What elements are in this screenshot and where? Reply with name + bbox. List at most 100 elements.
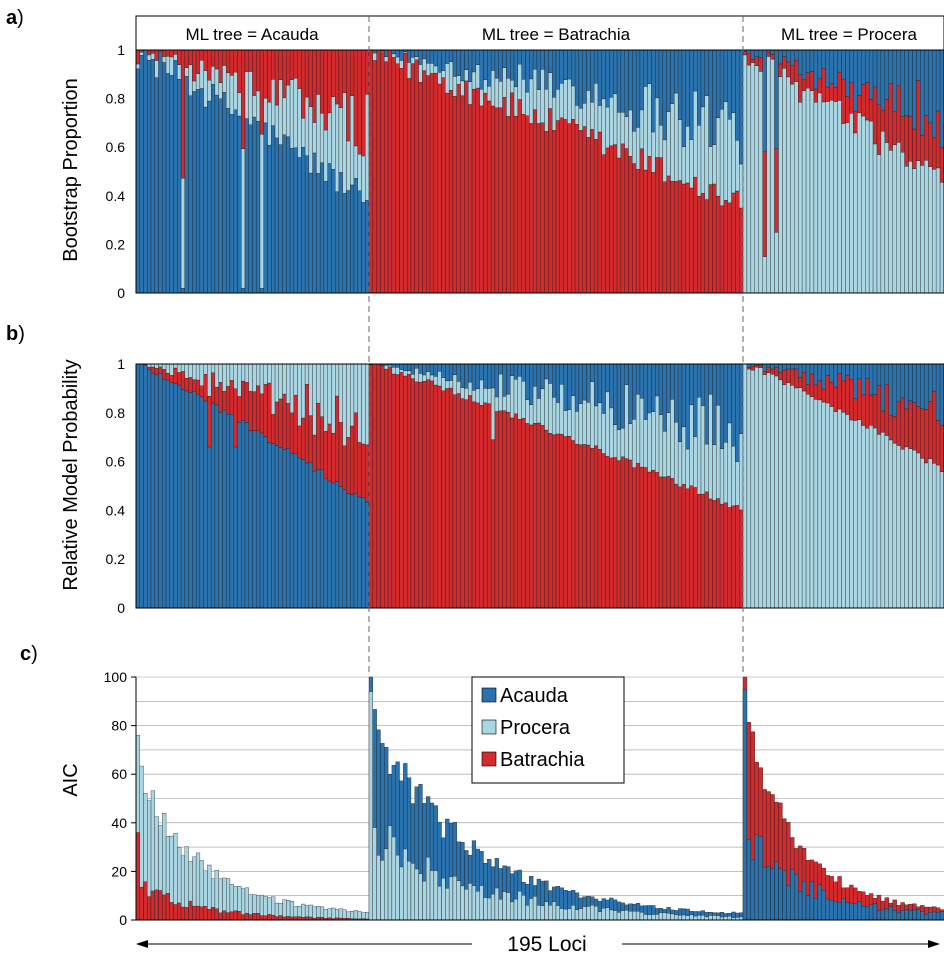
bar-segment-acauda xyxy=(226,413,231,609)
bar-segment-procera xyxy=(786,382,791,609)
bar-segment-acauda xyxy=(597,49,602,106)
bar-segment-batrachia xyxy=(739,207,744,294)
bar-segment-acauda xyxy=(609,363,614,409)
bar-segment-procera xyxy=(639,397,644,468)
bar-segment-batrachia xyxy=(468,104,473,294)
bar-segment-acauda xyxy=(513,49,519,88)
bar-segment-batrachia xyxy=(475,87,480,294)
aic-bar-procera xyxy=(525,905,530,921)
bar-segment-acauda xyxy=(735,363,740,462)
bar-segment-batrachia xyxy=(924,115,929,161)
bar-segment-acauda xyxy=(165,379,170,609)
bar-segment-acauda xyxy=(739,49,744,165)
bar-segment-batrachia xyxy=(410,378,415,609)
bar-segment-batrachia xyxy=(274,401,279,446)
bar-segment-acauda xyxy=(445,49,450,64)
bar-segment-batrachia xyxy=(613,144,618,294)
bar-segment-acauda xyxy=(483,49,488,80)
bar-segment-procera xyxy=(199,60,204,89)
bar-segment-acauda xyxy=(868,49,874,100)
bar-segment-procera xyxy=(418,373,423,383)
bar-segment-acauda xyxy=(162,62,167,294)
aic-bar-batrachia xyxy=(252,913,257,921)
bar-segment-batrachia xyxy=(841,380,846,413)
bar-segment-procera xyxy=(723,442,728,504)
aic-bar-procera xyxy=(506,892,511,921)
bar-segment-procera xyxy=(365,363,370,446)
aic-bar-batrachia xyxy=(226,912,231,921)
bar-segment-batrachia xyxy=(218,382,223,413)
bar-segment-batrachia xyxy=(342,49,347,93)
bar-segment-procera xyxy=(731,445,736,507)
bar-segment-acauda xyxy=(399,49,404,61)
aic-bar-acauda xyxy=(794,874,799,921)
bar-segment-acauda xyxy=(662,49,667,141)
bar-segment-acauda xyxy=(308,172,313,294)
bar-segment-acauda xyxy=(920,49,925,136)
bar-segment-batrachia xyxy=(346,49,351,142)
bar-segment-acauda xyxy=(460,49,465,82)
bar-segment-batrachia xyxy=(338,422,343,487)
bar-segment-acauda xyxy=(770,363,775,370)
bar-segment-batrachia xyxy=(158,366,163,374)
panel-a-plot xyxy=(135,49,944,294)
bar-segment-procera xyxy=(939,471,944,609)
bar-segment-procera xyxy=(169,363,174,376)
bar-segment-batrachia xyxy=(387,49,393,294)
y-tick-label: 0.8 xyxy=(106,91,126,107)
bar-segment-procera xyxy=(350,95,355,186)
aic-bar-batrachia xyxy=(203,906,208,921)
bar-segment-batrachia xyxy=(750,58,755,63)
bar-segment-acauda xyxy=(195,394,201,609)
bar-segment-batrachia xyxy=(872,86,878,145)
aic-bar-acauda xyxy=(880,909,886,921)
bar-segment-procera xyxy=(184,363,189,379)
bar-segment-batrachia xyxy=(904,115,909,167)
bar-segment-procera xyxy=(586,90,591,138)
aic-bar-procera xyxy=(681,914,686,921)
bar-segment-acauda xyxy=(685,49,690,127)
bar-segment-procera xyxy=(464,387,469,400)
bar-segment-batrachia xyxy=(829,83,834,101)
bar-segment-batrachia xyxy=(758,365,763,368)
bar-segment-procera xyxy=(582,103,587,127)
bar-segment-procera xyxy=(233,363,238,389)
bar-segment-acauda xyxy=(643,363,648,420)
bar-segment-acauda xyxy=(750,49,755,60)
bar-segment-procera xyxy=(139,52,144,56)
y-tick-label: 40 xyxy=(111,815,127,831)
bar-segment-procera xyxy=(506,78,511,117)
bar-segment-acauda xyxy=(872,49,878,88)
bar-segment-acauda xyxy=(590,49,595,103)
bar-segment-procera xyxy=(829,100,834,294)
bar-segment-procera xyxy=(662,430,667,478)
bar-segment-procera xyxy=(222,363,227,392)
bar-segment-procera xyxy=(908,448,913,609)
bar-segment-batrachia xyxy=(162,369,167,380)
bar-segment-acauda xyxy=(210,84,216,294)
aic-bar-batrachia xyxy=(195,905,201,921)
aic-bar-procera xyxy=(460,885,465,921)
bar-segment-procera xyxy=(742,54,748,294)
bar-segment-acauda xyxy=(308,462,313,609)
bar-segment-acauda xyxy=(471,363,477,391)
bar-segment-acauda xyxy=(712,49,717,145)
bar-segment-batrachia xyxy=(861,84,866,117)
bar-segment-acauda xyxy=(456,363,461,382)
bar-segment-batrachia xyxy=(150,49,155,54)
aic-bar-acauda xyxy=(853,903,858,921)
bar-segment-batrachia xyxy=(229,380,234,415)
bar-segment-batrachia xyxy=(880,109,886,132)
bar-segment-acauda xyxy=(731,49,736,113)
bar-segment-batrachia xyxy=(845,374,850,415)
bar-segment-acauda xyxy=(532,49,538,70)
aic-bar-procera xyxy=(700,915,706,921)
bar-segment-batrachia xyxy=(517,99,522,294)
bar-segment-procera xyxy=(177,363,182,373)
bar-segment-batrachia xyxy=(498,107,503,294)
aic-bar-batrachia xyxy=(158,890,163,921)
bar-segment-procera xyxy=(353,363,358,413)
bar-segment-batrachia xyxy=(384,368,389,609)
bar-segment-acauda xyxy=(762,363,767,372)
bar-segment-procera xyxy=(414,368,419,383)
